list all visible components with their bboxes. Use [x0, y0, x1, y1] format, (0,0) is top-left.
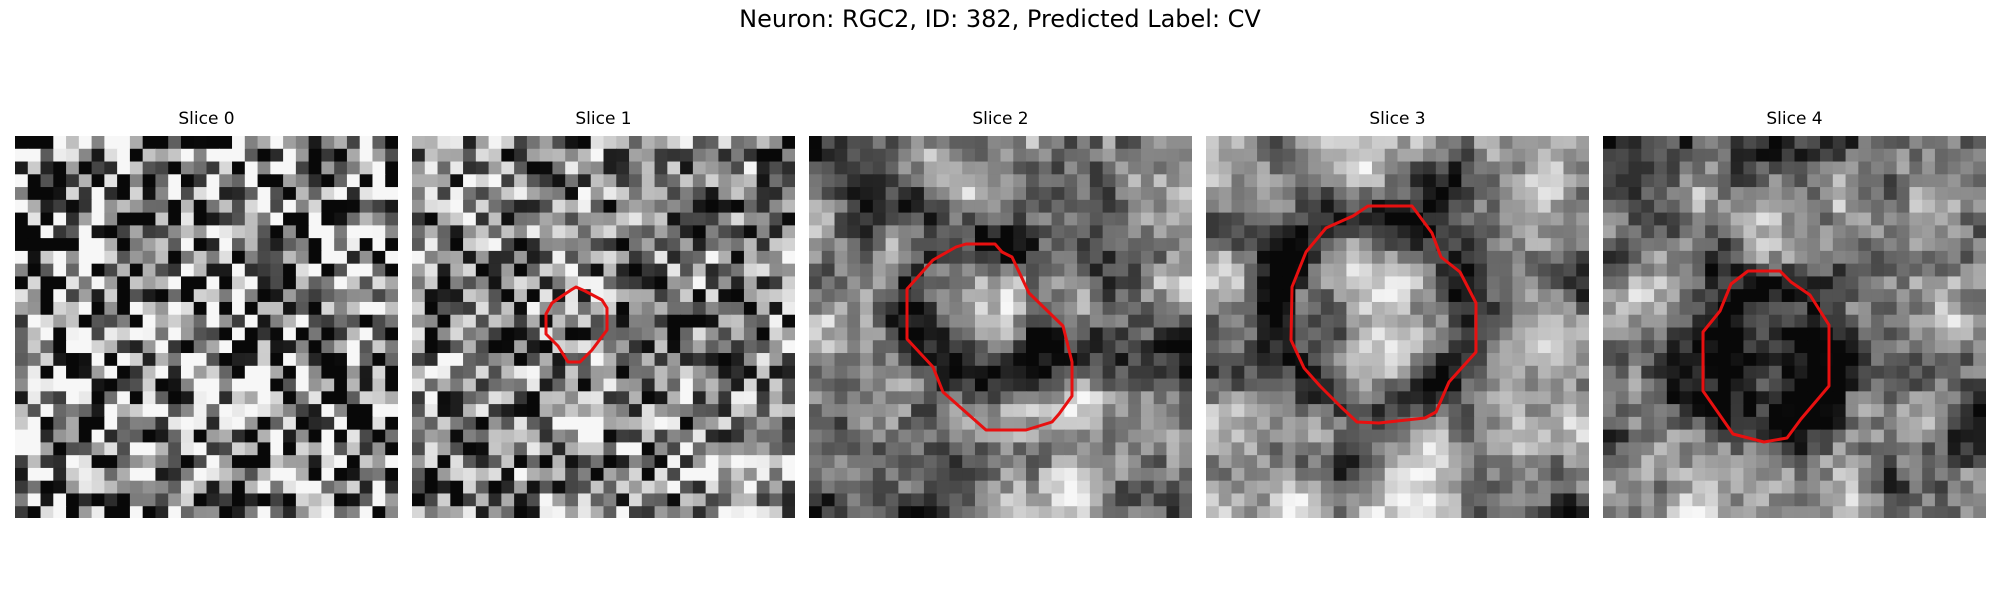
slice-image [412, 136, 795, 518]
pixel-grid [15, 136, 398, 518]
pixel-grid [412, 136, 795, 518]
slice-panel-0: Slice 0 [15, 109, 398, 518]
slice-title: Slice 0 [178, 109, 235, 129]
pixel-grid [1206, 136, 1589, 518]
slice-panel-3: Slice 3 [1206, 109, 1589, 518]
slice-panel-4: Slice 4 [1603, 109, 1986, 518]
slice-image [1206, 136, 1589, 518]
slice-title: Slice 1 [575, 109, 632, 129]
slice-2-image [809, 136, 1192, 518]
slice-title: Slice 2 [972, 109, 1029, 129]
slice-title: Slice 4 [1766, 109, 1823, 129]
slice-4-image [1603, 136, 1986, 518]
slice-image [809, 136, 1192, 518]
figure-title: Neuron: RGC2, ID: 382, Predicted Label: … [739, 5, 1261, 33]
cell-contour [1701, 269, 1831, 444]
slice-panel-2: Slice 2 [809, 109, 1192, 518]
slice-3-image [1206, 136, 1589, 518]
cell-contour [544, 285, 609, 364]
slice-title: Slice 3 [1369, 109, 1426, 129]
pixel-grid [809, 136, 1192, 518]
cell-contour [905, 242, 1074, 432]
cell-contour [1289, 204, 1478, 425]
pixel-grid [1603, 136, 1986, 518]
slice-0-image [15, 136, 398, 518]
slice-1-image [412, 136, 795, 518]
slice-image [15, 136, 398, 518]
slice-image [1603, 136, 1986, 518]
slice-panel-1: Slice 1 [412, 109, 795, 518]
